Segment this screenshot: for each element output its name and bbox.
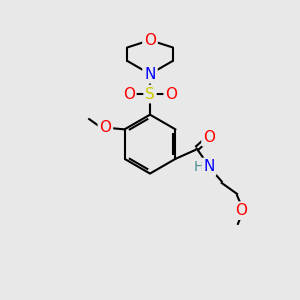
Text: N: N — [203, 159, 215, 174]
Text: N: N — [144, 67, 156, 82]
Text: O: O — [236, 203, 247, 218]
Text: O: O — [165, 87, 177, 102]
Text: S: S — [145, 87, 155, 102]
Text: N: N — [144, 67, 156, 82]
Text: O: O — [203, 130, 215, 145]
Text: O: O — [144, 33, 156, 48]
Text: O: O — [99, 120, 111, 135]
Text: H: H — [194, 160, 204, 174]
Text: O: O — [123, 87, 135, 102]
